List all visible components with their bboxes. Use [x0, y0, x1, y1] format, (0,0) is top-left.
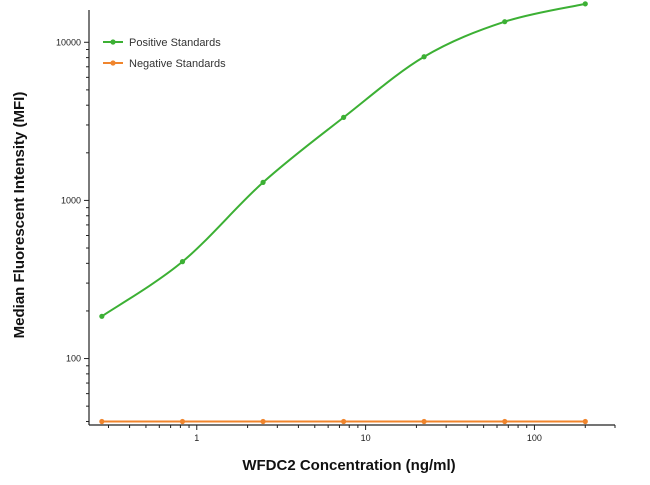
- data-point-1-5: [502, 418, 508, 425]
- data-point-0-1: [179, 259, 186, 265]
- legend-swatch-dot-1: [110, 60, 116, 66]
- data-point-0-3: [341, 114, 347, 120]
- data-point-1-1: [179, 418, 186, 425]
- y-axis-title: Median Fluorescent Intensity (MFI): [11, 92, 28, 339]
- legend-label-0: Positive Standards: [129, 37, 221, 49]
- data-point-1-2: [260, 418, 266, 425]
- y-tick-label-100: 100: [66, 354, 81, 364]
- data-point-1-3: [341, 418, 347, 425]
- x-tick-label-1: 1: [194, 433, 199, 443]
- x-tick-label-10: 10: [361, 433, 371, 443]
- x-tick-label-100: 100: [527, 433, 542, 443]
- axes: [88, 10, 615, 426]
- data-point-0-2: [260, 179, 266, 185]
- data-point-0-4: [421, 54, 427, 60]
- series-line-0: [101, 2, 586, 318]
- ticks: 1 10 100 100 1000 10000: [56, 37, 616, 443]
- y-tick-label-10000: 10000: [56, 37, 81, 47]
- legend: Positive Standards Negative Standards: [103, 37, 226, 70]
- data-point-0-5: [502, 19, 508, 25]
- data-point-1-6: [582, 418, 588, 425]
- legend-swatch-dot-0: [110, 39, 116, 45]
- data-point-0-0: [99, 313, 105, 319]
- data-point-1-4: [421, 418, 427, 425]
- data-point-1-0: [99, 418, 105, 425]
- legend-label-1: Negative Standards: [129, 58, 226, 70]
- y-tick-label-1000: 1000: [61, 195, 81, 205]
- x-axis-title: WFDC2 Concentration (ng/ml): [242, 457, 455, 474]
- data-point-0-6: [582, 1, 588, 7]
- series-layer: [99, 1, 588, 425]
